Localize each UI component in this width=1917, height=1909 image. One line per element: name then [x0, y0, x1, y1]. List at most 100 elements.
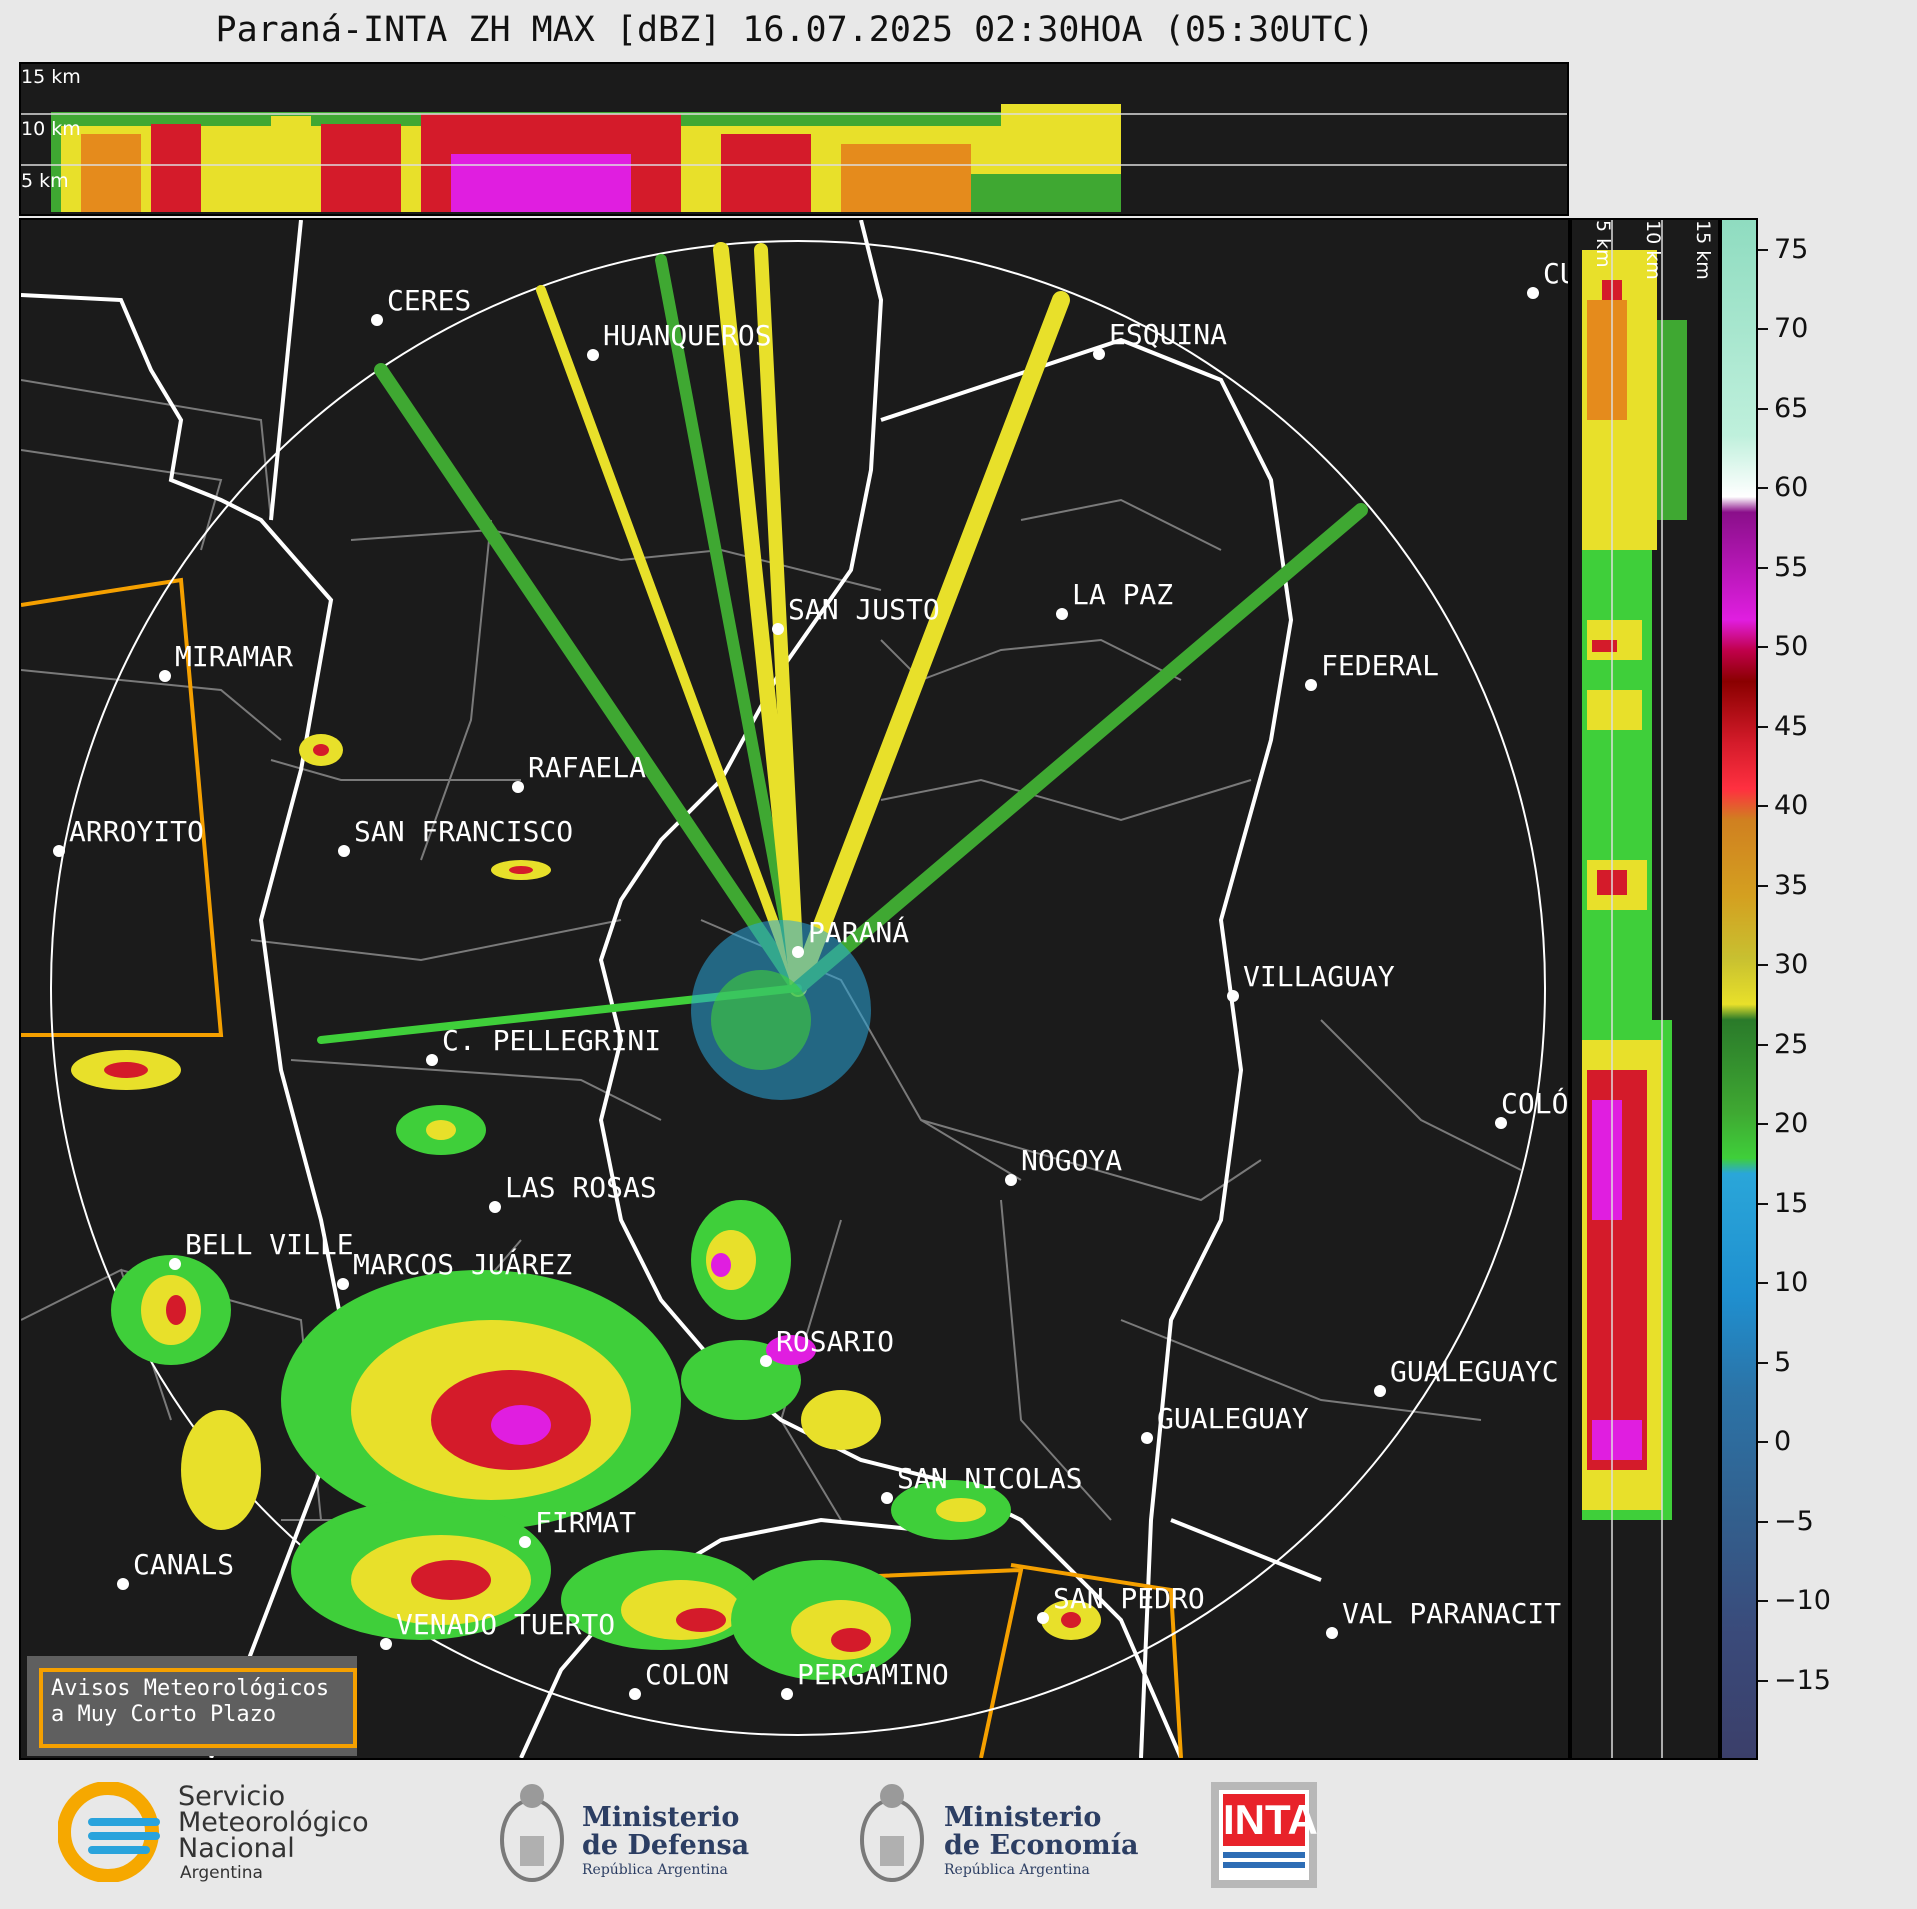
colorbar-tick-label: 15 — [1774, 1187, 1809, 1219]
colorbar-tick — [1758, 487, 1768, 490]
colorbar-tick — [1758, 1202, 1768, 1205]
colorbar-tick — [1758, 884, 1768, 887]
warning-box[interactable]: Avisos Meteorológicos a Muy Corto Plazo — [27, 1656, 357, 1756]
city-label-san-nicolas: SAN NICOLAS — [897, 1462, 1082, 1495]
city-label-san-justo: SAN JUSTO — [788, 593, 940, 626]
inta-logo-text: INTA — [1223, 1794, 1318, 1846]
province-borders — [21, 220, 1322, 1758]
colorbar-tick — [1758, 1600, 1768, 1603]
colorbar-tick — [1758, 1520, 1768, 1523]
colorbar-tick — [1758, 248, 1768, 251]
colorbar-tick — [1758, 1441, 1768, 1444]
colorbar-tick-label: 5 — [1774, 1346, 1792, 1378]
city-label-miramar: MIRAMAR — [175, 640, 293, 673]
defensa-logo-text: Ministerio de Defensa República Argentin… — [582, 1802, 750, 1879]
colorbar-tick-label: −10 — [1774, 1585, 1831, 1617]
colorbar-tick-label: −15 — [1774, 1664, 1831, 1696]
city-label-firmat: FIRMAT — [535, 1506, 636, 1539]
colorbar-tick — [1758, 1282, 1768, 1285]
colorbar-tick — [1758, 1679, 1768, 1682]
colorbar-tick-label: 0 — [1774, 1426, 1792, 1458]
top-echo-profile — [51, 104, 1121, 212]
colorbar-tick-label: 30 — [1774, 949, 1809, 981]
city-label-ceres: CERES — [387, 284, 471, 317]
city-label-colon: COLON — [645, 1658, 729, 1691]
colorbar-tick-label: 65 — [1774, 392, 1809, 424]
colorbar-tick-label: 10 — [1774, 1267, 1809, 1299]
colorbar-tick-label: 45 — [1774, 710, 1809, 742]
smn-logo-text: Servicio Meteorológico Nacional Argentin… — [178, 1781, 369, 1883]
side-echo-profile — [1582, 250, 1687, 1520]
inta-logo: INTA — [1211, 1782, 1318, 1888]
range-ring — [50, 240, 1546, 1736]
precipitation-echoes — [71, 734, 1101, 1680]
city-labels: CERES HUANQUEROS ESQUINA CU SAN JUSTO LA… — [69, 257, 1568, 1691]
colorbar-tick — [1758, 1361, 1768, 1364]
colorbar-tick-label: 55 — [1774, 551, 1809, 583]
colorbar-tick-label: 50 — [1774, 631, 1809, 663]
side-height-panel: 5 km 10 km 15 km — [1570, 218, 1720, 1760]
colorbar-tick-label: 70 — [1774, 313, 1809, 345]
side-height-label-10: 10 km — [1642, 220, 1664, 280]
colorbar-tick — [1758, 328, 1768, 331]
city-label-venado-tuerto: VENADO TUERTO — [396, 1608, 615, 1641]
city-label-gualeguay: GUALEGUAY — [1157, 1402, 1309, 1435]
warning-box-line2: a Muy Corto Plazo — [51, 1702, 277, 1727]
city-label-san-pedro: SAN PEDRO — [1053, 1582, 1205, 1615]
city-label-c-pellegrini: C. PELLEGRINI — [442, 1024, 661, 1057]
colorbar-tick-label: 35 — [1774, 869, 1809, 901]
colorbar-tick — [1758, 805, 1768, 808]
chart-title: Paraná-INTA ZH MAX [dBZ] 16.07.2025 02:3… — [215, 10, 1375, 50]
city-label-gualeguayc: GUALEGUAYC — [1390, 1355, 1559, 1388]
colorbar-tick — [1758, 566, 1768, 569]
top-height-panel: 15 km 10 km 5 km — [19, 62, 1569, 216]
side-height-label-5: 5 km — [1592, 220, 1614, 268]
city-label-villaguay: VILLAGUAY — [1243, 960, 1395, 993]
colorbar-tick — [1758, 964, 1768, 967]
city-label-canals: CANALS — [133, 1548, 234, 1581]
city-label-arroyito: ARROYITO — [69, 815, 204, 848]
colorbar-tick-label: 75 — [1774, 233, 1809, 265]
city-label-colo: COLÓ — [1501, 1086, 1568, 1120]
radar-beams — [317, 242, 1368, 1044]
colorbar-tick — [1758, 1123, 1768, 1126]
top-height-label-10: 10 km — [21, 118, 81, 140]
city-label-cu: CU — [1543, 257, 1568, 290]
city-label-san-francisco: SAN FRANCISCO — [354, 815, 573, 848]
city-label-huanqueros: HUANQUEROS — [603, 319, 772, 352]
warning-box-line1: Avisos Meteorológicos — [51, 1676, 330, 1701]
city-markers — [53, 287, 1539, 1700]
logo-footer: Servicio Meteorológico Nacional Argentin… — [0, 1762, 1917, 1909]
colorbar-tick — [1758, 725, 1768, 728]
colorbar-tick-label: −5 — [1774, 1505, 1814, 1537]
economia-logo-text: Ministerio de Economía República Argenti… — [944, 1802, 1139, 1879]
city-label-bell-ville: BELL VILLE — [185, 1228, 354, 1261]
city-label-la-paz: LA PAZ — [1072, 578, 1173, 611]
top-height-label-15: 15 km — [21, 66, 81, 88]
colorbar-tick-label: 60 — [1774, 472, 1809, 504]
city-label-marcos-juarez: MARCOS JUÁREZ — [353, 1247, 572, 1281]
colorbar-tick-label: 40 — [1774, 790, 1809, 822]
city-label-esquina: ESQUINA — [1109, 318, 1227, 351]
city-label-federal: FEDERAL — [1321, 649, 1439, 682]
side-height-label-15: 15 km — [1692, 220, 1714, 280]
city-label-rosario: ROSARIO — [776, 1325, 894, 1358]
defensa-seal-icon — [496, 1776, 568, 1896]
top-height-label-5: 5 km — [21, 170, 69, 192]
city-label-nogoya: NOGOYA — [1021, 1144, 1122, 1177]
economia-seal-icon — [856, 1776, 928, 1896]
ground-clutter — [691, 920, 871, 1100]
smn-logo-icon — [58, 1782, 168, 1882]
radar-map[interactable]: CERES HUANQUEROS ESQUINA CU SAN JUSTO LA… — [19, 218, 1570, 1760]
colorbar-tick — [1758, 1043, 1768, 1046]
colorbar-tick — [1758, 407, 1768, 410]
colorbar-tick — [1758, 646, 1768, 649]
city-label-pergamino: PERGAMINO — [797, 1658, 949, 1691]
colorbar-tick-label: 20 — [1774, 1108, 1809, 1140]
city-label-rafaela: RAFAELA — [528, 751, 646, 784]
city-label-las-rosas: LAS ROSAS — [505, 1171, 657, 1204]
colorbar — [1720, 218, 1758, 1760]
colorbar-tick-label: 25 — [1774, 1028, 1809, 1060]
city-label-parana: PARANÁ — [808, 915, 909, 949]
city-label-val-paranacit: VAL PARANACIT — [1342, 1597, 1561, 1630]
